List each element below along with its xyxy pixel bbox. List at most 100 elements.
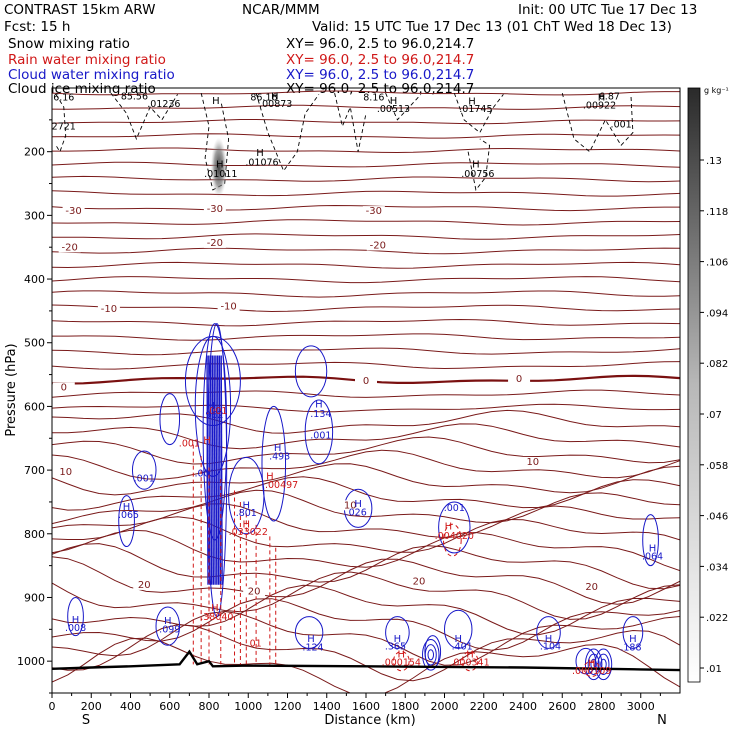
isotherm-line (52, 463, 680, 496)
init-time: Init: 00 UTC Tue 17 Dec 13 (518, 2, 697, 18)
maximum-marker: H (72, 615, 80, 626)
colorbar-label: .082 (706, 359, 728, 370)
cloud-water-label: .001 (310, 430, 331, 441)
isotherm-line (52, 516, 680, 553)
maximum-marker: H (315, 400, 323, 411)
isotherm-label-bg (54, 467, 77, 478)
x-tick-label: 2000 (431, 700, 459, 713)
maximum-marker: H (445, 521, 453, 532)
isotherm-line (52, 409, 680, 434)
maximum-marker: H (164, 616, 172, 627)
isotherm-label: 20 (248, 586, 261, 597)
isotherm-line (52, 449, 680, 480)
colorbar-label: .094 (706, 308, 728, 319)
y-tick-label: 600 (24, 400, 45, 413)
colorbar-ramp (687, 87, 701, 683)
isotherm-label-bg (52, 382, 75, 393)
isotherm-line (52, 133, 680, 139)
colorbar-label: .07 (706, 410, 722, 421)
maximum-marker: H (466, 649, 474, 660)
isotherm-line (52, 318, 680, 327)
isotherm-label: -20 (370, 240, 386, 251)
south-label: S (82, 713, 90, 728)
maximum-marker: H (123, 502, 131, 513)
snow-label: 85.56 (121, 91, 148, 102)
isotherm-label-bg (62, 206, 85, 217)
snow-label: .01236 (147, 99, 180, 110)
snow-contour (467, 138, 491, 191)
isotherm-line (52, 119, 680, 125)
colorbar-label: .106 (706, 258, 728, 269)
isotherm-line (52, 389, 680, 398)
y-tick-label: 900 (24, 591, 45, 604)
cloud-water-label: .099 (159, 625, 180, 636)
isotherm-label-bg (97, 304, 120, 315)
cloud-water-label: .493 (269, 451, 290, 462)
colorbar-label: .022 (706, 613, 728, 624)
maximum-marker: H (649, 544, 657, 555)
cloud-water-label: .188 (620, 642, 641, 653)
x-tick-label: 2400 (509, 700, 537, 713)
snow-contours (55, 92, 634, 198)
maximum-marker: H (256, 148, 264, 159)
snow-contour (200, 92, 230, 191)
snow-label: .00922 (583, 100, 616, 111)
isotherm-line (52, 403, 680, 413)
isotherm-label: -30 (207, 204, 223, 215)
cloud-water-label: .008 (65, 623, 86, 634)
isotherm-line (52, 219, 680, 226)
cloud-water-core-line (211, 355, 215, 585)
rain-contour (443, 523, 462, 557)
cloud-water-label: .104 (540, 642, 561, 653)
x-tick-label: 0 (49, 700, 56, 713)
cloud-water-contour (385, 616, 410, 649)
isotherm-label: 0 (61, 383, 67, 394)
cloud-water-core-line (213, 355, 216, 585)
isotherm-label: 0 (516, 374, 522, 385)
x-tick-label: 3000 (627, 700, 655, 713)
x-tick-label: 1000 (234, 700, 262, 713)
cloud-water-label: .401 (452, 642, 473, 653)
x-tick-label: 200 (81, 700, 102, 713)
isotherm-label: 20 (413, 577, 426, 588)
isotherm-label-bg (339, 500, 362, 511)
y-tick-label: 1000 (17, 655, 45, 668)
snow-label: .01745 (459, 104, 492, 115)
maximum-marker: H (216, 160, 224, 171)
plot-area: -30 -30 -30 -20 -20 -20 -10 -10 0 0 0 10 10 10 20 20 20 2… (52, 90, 680, 693)
snow-label: .00756 (461, 169, 494, 180)
colorbar-label: .01 (706, 664, 722, 675)
maximum-marker: H (598, 93, 606, 104)
cloud-water-core-line (209, 355, 213, 585)
snow-contour (55, 94, 67, 153)
isotherm-label: -20 (207, 238, 223, 249)
maximum-marker: H (243, 500, 251, 511)
snow-label: .00873 (259, 99, 292, 110)
maximum-marker: H (211, 603, 219, 614)
isotherm-line (52, 104, 680, 110)
colorbar-label: .13 (706, 156, 722, 167)
x-tick-label: 800 (199, 700, 220, 713)
cloud-water-core-line (220, 355, 223, 585)
x-axis-label: Distance (km) (324, 713, 415, 728)
isotherm-line (52, 571, 680, 620)
isotherm-label: -30 (366, 206, 382, 217)
isotherm-line (52, 233, 680, 240)
snow-label: 8.16 (363, 93, 384, 104)
maximum-marker: H (629, 634, 637, 645)
rain-contours (192, 444, 601, 677)
colorbar-label: .118 (706, 207, 728, 218)
y-tick-label: 200 (24, 146, 45, 159)
rain-label: .004020 (435, 531, 474, 542)
rain-label: .033022 (229, 527, 268, 538)
axes: 0 200 400 600 800 1000 1200 1400 1600 1800 2000 220… (17, 119, 661, 713)
field-xy-snow: XY= 96.0, 2.5 to 96.0,214.7 (286, 36, 474, 52)
isotherm-label-bg (508, 374, 531, 385)
cloud-water-contour (159, 393, 181, 446)
cloud-water-ring (427, 649, 435, 661)
terrain-line (52, 649, 680, 672)
snow-label: 2721 (52, 121, 76, 132)
snow-contour (385, 92, 422, 121)
x-tick-label: 2600 (548, 700, 576, 713)
rain-contour (461, 651, 479, 672)
